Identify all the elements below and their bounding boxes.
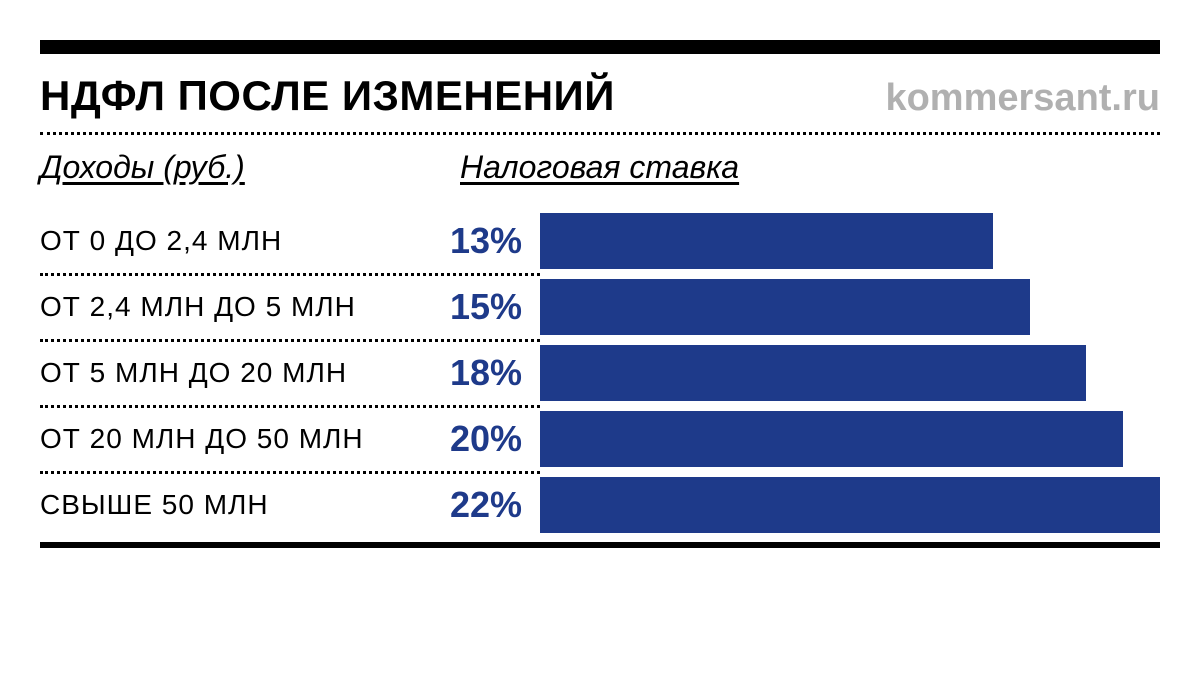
- tax-rate: 18%: [420, 352, 540, 394]
- bar-area: [540, 274, 1160, 340]
- chart-row: ОТ 0 ДО 2,4 МЛН 13%: [40, 208, 1160, 274]
- tax-rate: 13%: [420, 220, 540, 262]
- chart-title: НДФЛ ПОСЛЕ ИЗМЕНЕНИЙ: [40, 72, 615, 120]
- tax-rate: 20%: [420, 418, 540, 460]
- bar-area: [540, 472, 1160, 538]
- income-range: ОТ 0 ДО 2,4 МЛН: [40, 225, 420, 257]
- income-range: СВЫШЕ 50 МЛН: [40, 489, 420, 521]
- bar: [540, 411, 1123, 467]
- chart-row: ОТ 5 МЛН ДО 20 МЛН 18%: [40, 340, 1160, 406]
- tax-rate: 15%: [420, 286, 540, 328]
- chart-row: ОТ 2,4 МЛН ДО 5 МЛН 15%: [40, 274, 1160, 340]
- chart-rows: ОТ 0 ДО 2,4 МЛН 13% ОТ 2,4 МЛН ДО 5 МЛН …: [40, 208, 1160, 538]
- income-range: ОТ 20 МЛН ДО 50 МЛН: [40, 423, 420, 455]
- bottom-rule: [40, 542, 1160, 548]
- chart-row: СВЫШЕ 50 МЛН 22%: [40, 472, 1160, 538]
- tax-rate: 22%: [420, 484, 540, 526]
- header-row: НДФЛ ПОСЛЕ ИЗМЕНЕНИЙ kommersant.ru: [40, 72, 1160, 120]
- income-range: ОТ 2,4 МЛН ДО 5 МЛН: [40, 291, 420, 323]
- income-range: ОТ 5 МЛН ДО 20 МЛН: [40, 357, 420, 389]
- col-header-rate: Налоговая ставка: [460, 149, 739, 186]
- bar-area: [540, 340, 1160, 406]
- bar: [540, 213, 993, 269]
- bar-area: [540, 406, 1160, 472]
- bar: [540, 477, 1160, 533]
- top-rule: [40, 40, 1160, 54]
- chart-row: ОТ 20 МЛН ДО 50 МЛН 20%: [40, 406, 1160, 472]
- bar: [540, 279, 1030, 335]
- source-label: kommersant.ru: [885, 77, 1160, 120]
- bar-area: [540, 208, 1160, 274]
- col-header-income: Доходы (руб.): [40, 149, 460, 186]
- column-headers: Доходы (руб.) Налоговая ставка: [40, 149, 1160, 186]
- dotted-rule-top: [40, 132, 1160, 135]
- bar: [540, 345, 1086, 401]
